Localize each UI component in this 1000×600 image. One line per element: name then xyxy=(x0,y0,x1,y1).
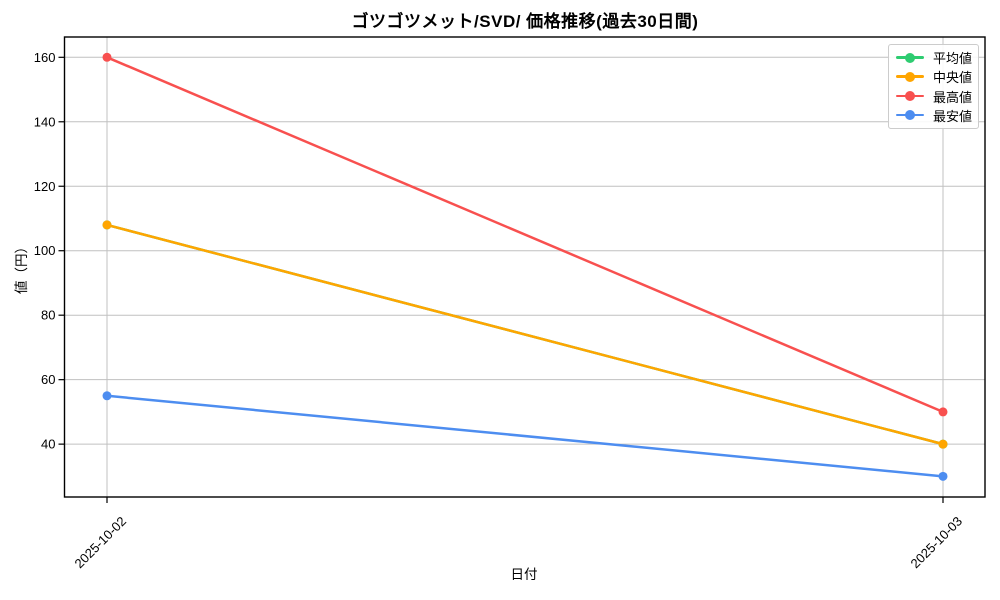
y-tick-label: 40 xyxy=(41,437,55,452)
series-line-highest xyxy=(105,56,945,414)
legend-item-lowest: 最安値 xyxy=(896,106,978,125)
legend-marker-median xyxy=(896,71,924,82)
legend: 平均値中央値最高値最安値 xyxy=(888,44,979,129)
y-tick-label: 80 xyxy=(41,308,55,323)
legend-item-average: 平均値 xyxy=(896,48,978,67)
legend-label-lowest: 最安値 xyxy=(933,108,973,124)
series-line-lowest xyxy=(105,394,945,478)
legend-item-median: 中央値 xyxy=(896,67,978,86)
legend-label-highest: 最高値 xyxy=(933,89,973,105)
series-point-median xyxy=(102,220,112,230)
legend-label-average: 平均値 xyxy=(933,51,973,67)
legend-item-highest: 最高値 xyxy=(896,87,978,106)
chart-title: ゴツゴツメット/SVD/ 価格推移(過去30日間) xyxy=(351,12,699,31)
y-tick-label: 140 xyxy=(34,114,56,129)
plot-border xyxy=(63,36,986,498)
legend-marker-highest xyxy=(896,91,924,102)
series-point-highest xyxy=(102,52,112,62)
legend-label-median: 中央値 xyxy=(933,70,973,86)
series-line-median xyxy=(105,223,945,446)
x-axis-label: 日付 xyxy=(510,567,538,582)
series-point-highest xyxy=(938,407,948,417)
y-tick-label: 100 xyxy=(34,243,56,258)
y-tick-label: 60 xyxy=(41,372,55,387)
x-tick-label: 2025-10-03 xyxy=(907,514,965,572)
legend-marker-lowest xyxy=(896,110,924,121)
legend-marker-average xyxy=(896,52,924,63)
series-point-median xyxy=(938,439,948,449)
series-point-lowest xyxy=(102,391,112,401)
series-point-lowest xyxy=(938,471,948,481)
x-tick-label: 2025-10-02 xyxy=(71,514,129,572)
y-tick-label: 160 xyxy=(34,50,56,65)
y-tick-label: 120 xyxy=(34,179,56,194)
